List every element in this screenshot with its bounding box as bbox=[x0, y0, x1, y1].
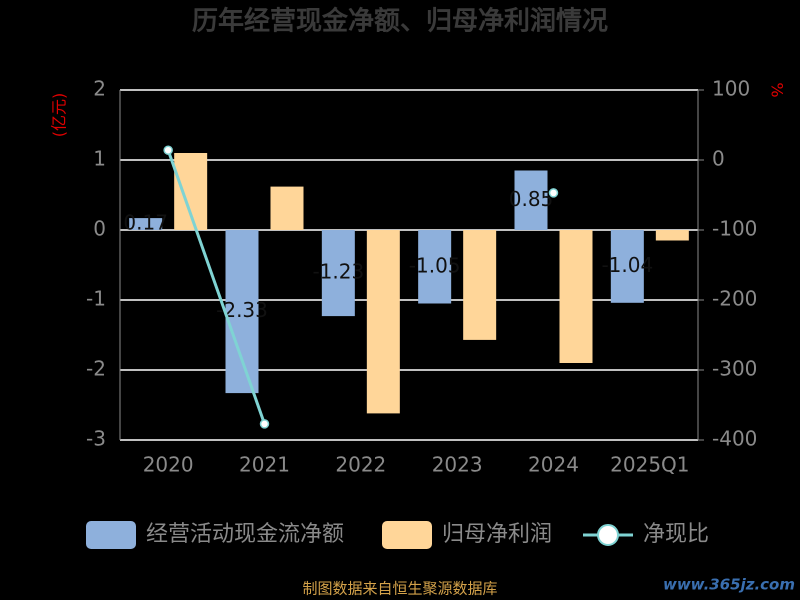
x-tick-label: 2022 bbox=[335, 453, 386, 477]
source-note: 制图数据来自恒生聚源数据库 bbox=[302, 580, 497, 598]
y-tick-label: -2 bbox=[86, 357, 106, 381]
x-tick-label: 2025Q1 bbox=[610, 453, 689, 477]
x-tick-label: 2021 bbox=[239, 453, 290, 477]
bar bbox=[418, 230, 452, 304]
legend-label: 净现比 bbox=[643, 522, 709, 547]
bar bbox=[225, 230, 259, 394]
line-point bbox=[548, 188, 559, 198]
bar bbox=[174, 153, 208, 230]
y-tick-label: 2 bbox=[93, 77, 106, 101]
y-axis-label: (亿元) bbox=[50, 93, 69, 138]
x-tick-label: 2024 bbox=[528, 453, 579, 477]
bar bbox=[559, 230, 593, 363]
line-point bbox=[163, 145, 173, 155]
y2-tick-label: 100 bbox=[712, 77, 750, 101]
value-label: -1.05 bbox=[409, 253, 461, 277]
value-label: -2.33 bbox=[216, 298, 268, 322]
watermark: www.365jz.com bbox=[663, 576, 795, 594]
y2-tick-label: -400 bbox=[712, 427, 757, 451]
y-tick-label: 0 bbox=[93, 217, 106, 241]
legend-swatch bbox=[86, 521, 136, 549]
legend-label: 经营活动现金流净额 bbox=[146, 522, 344, 547]
y2-tick-label: 0 bbox=[712, 147, 725, 171]
bar bbox=[129, 218, 163, 230]
bar bbox=[321, 230, 355, 317]
value-label: 0.17 bbox=[123, 211, 168, 235]
y2-axis-label: % bbox=[768, 82, 787, 97]
chart-title: 历年经营现金净额、归母净利润情况 bbox=[192, 6, 608, 37]
y-tick-label: 1 bbox=[93, 147, 106, 171]
y-tick-label: -1 bbox=[86, 287, 106, 311]
bar bbox=[270, 186, 304, 230]
y2-tick-label: -100 bbox=[712, 217, 757, 241]
value-label: -1.23 bbox=[312, 260, 364, 284]
bar bbox=[366, 230, 400, 414]
y2-tick-label: -300 bbox=[712, 357, 757, 381]
x-tick-label: 2023 bbox=[432, 453, 483, 477]
legend-swatch bbox=[597, 524, 619, 546]
y2-tick-label: -200 bbox=[712, 287, 757, 311]
bar bbox=[610, 230, 644, 303]
legend-swatch bbox=[382, 521, 432, 549]
line-point bbox=[259, 419, 270, 429]
x-tick-label: 2020 bbox=[143, 453, 194, 477]
legend-label: 归母净利润 bbox=[442, 522, 552, 547]
bar bbox=[655, 230, 689, 241]
y-tick-label: -3 bbox=[86, 427, 106, 451]
bar bbox=[514, 170, 548, 230]
bar bbox=[463, 230, 497, 340]
value-label: 0.85 bbox=[509, 187, 554, 211]
value-label: -1.04 bbox=[601, 253, 653, 277]
